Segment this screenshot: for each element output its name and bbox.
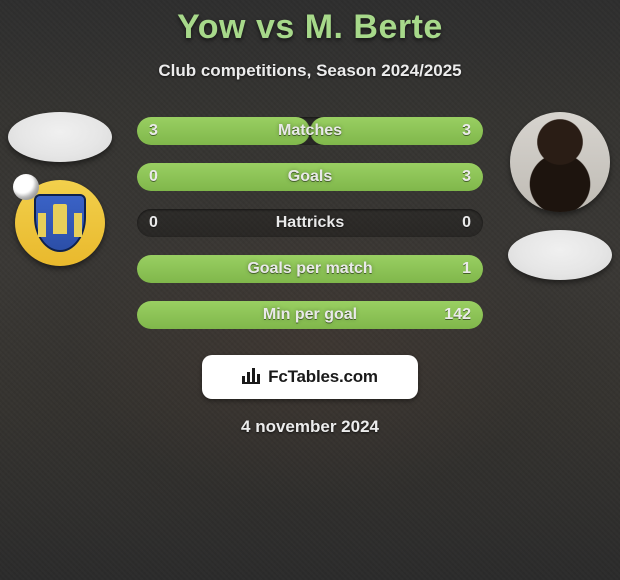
bar-chart-icon [242,366,262,389]
brand-text: FcTables.com [268,367,378,387]
player-right-panel [508,112,612,298]
comparison-card: Yow vs M. Berte Club competitions, Seaso… [0,0,620,580]
stat-bar-left [137,117,310,145]
stat-value-left: 0 [149,209,158,237]
player-left-avatar-placeholder [8,112,112,162]
player-right-club-crest-placeholder [508,230,612,280]
stat-row: Min per goal142 [137,301,483,329]
stat-bar-right [310,117,483,145]
stat-bar-full [137,255,483,283]
player-left-panel [8,112,112,266]
stat-bar-full [137,163,483,191]
brand-badge[interactable]: FcTables.com [202,355,418,399]
player-left-club-crest [15,180,105,266]
player-right-avatar [510,112,610,212]
date-text: 4 november 2024 [0,417,620,437]
stat-row: Goals03 [137,163,483,191]
stat-bar-full [137,301,483,329]
page-title: Yow vs M. Berte [0,0,620,47]
subtitle: Club competitions, Season 2024/2025 [0,61,620,81]
stat-value-right: 0 [462,209,471,237]
stat-row: Goals per match1 [137,255,483,283]
stat-row: Hattricks0 0 [137,209,483,237]
stat-label: Hattricks [137,209,483,237]
content: Yow vs M. Berte Club competitions, Seaso… [0,0,620,437]
stat-row: Matches33 [137,117,483,145]
crest-shield-icon [34,194,86,252]
